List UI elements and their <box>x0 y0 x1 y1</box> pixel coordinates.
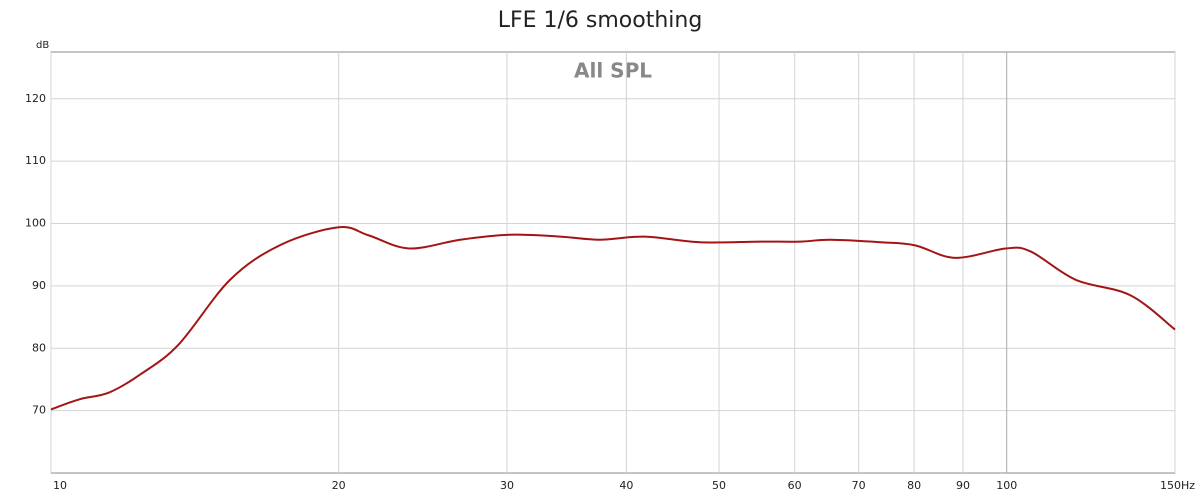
x-tick-label: 80 <box>907 479 921 492</box>
subtitle: All SPL <box>574 59 652 83</box>
x-tick-label: 50 <box>712 479 726 492</box>
x-tick-label: 20 <box>332 479 346 492</box>
y-tick-label: 120 <box>25 92 46 105</box>
x-tick-label: 90 <box>956 479 970 492</box>
x-tick-label: 30 <box>500 479 514 492</box>
x-tick-label: 100 <box>996 479 1017 492</box>
y-axis-label: dB <box>36 40 49 51</box>
x-tick-label: 150Hz <box>1160 479 1195 492</box>
plot-area <box>50 51 1176 474</box>
series-line <box>50 226 1176 411</box>
y-tick-label: 70 <box>32 404 46 417</box>
x-tick-label: 10 <box>53 479 67 492</box>
chart-title: LFE 1/6 smoothing <box>498 8 703 33</box>
y-tick-label: 110 <box>25 154 46 167</box>
x-tick-label: 70 <box>852 479 866 492</box>
x-tick-label: 60 <box>788 479 802 492</box>
x-tick-label: 40 <box>619 479 633 492</box>
y-tick-label: 100 <box>25 217 46 230</box>
y-tick-label: 80 <box>32 341 46 354</box>
y-tick-label: 90 <box>32 279 46 292</box>
